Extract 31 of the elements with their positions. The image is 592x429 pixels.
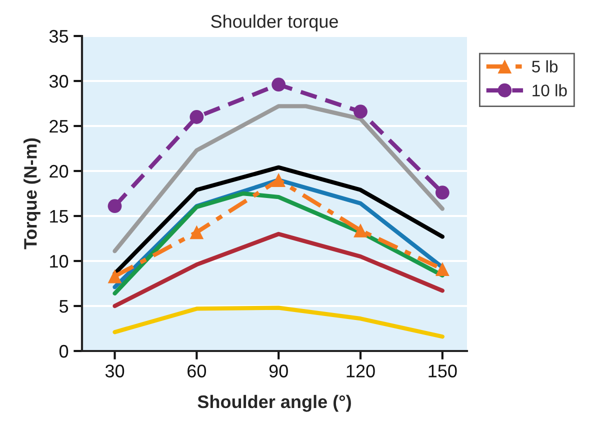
point bbox=[190, 110, 204, 124]
point bbox=[272, 78, 286, 92]
line-series bbox=[112, 104, 445, 254]
line-series bbox=[112, 232, 445, 308]
x-tick-label: 30 bbox=[105, 364, 124, 378]
point bbox=[435, 262, 450, 276]
y-tick-label: 10 bbox=[50, 254, 68, 268]
y-tick-label: 30 bbox=[49, 74, 68, 88]
x-tick-label: 120 bbox=[346, 364, 375, 378]
x-tick-label: 90 bbox=[269, 364, 288, 378]
y-tick-label: 25 bbox=[50, 120, 68, 133]
y-tick-label: 0 bbox=[59, 344, 68, 358]
point bbox=[354, 104, 368, 119]
point bbox=[435, 186, 450, 200]
x-tick-label: 60 bbox=[188, 364, 206, 378]
y-tick-label: 20 bbox=[50, 164, 68, 178]
point bbox=[108, 199, 122, 214]
y-tick-label: 15 bbox=[50, 210, 68, 223]
x-tick-label: 150 bbox=[428, 364, 457, 378]
line-series bbox=[112, 306, 445, 339]
y-tick-label: 5 bbox=[59, 300, 68, 313]
x-axis-title: Shoulder angle (°) bbox=[198, 394, 351, 412]
point bbox=[190, 225, 204, 240]
point bbox=[272, 173, 286, 187]
y-tick-label: 35 bbox=[49, 30, 68, 43]
point bbox=[108, 269, 122, 284]
y-axis-title: Torque (N-m) bbox=[24, 138, 40, 250]
point bbox=[354, 223, 368, 238]
legend-label: 5 lb bbox=[532, 60, 558, 73]
chart-title: Shoulder torque bbox=[211, 14, 338, 32]
legend-label: 10 lb bbox=[532, 84, 567, 96]
